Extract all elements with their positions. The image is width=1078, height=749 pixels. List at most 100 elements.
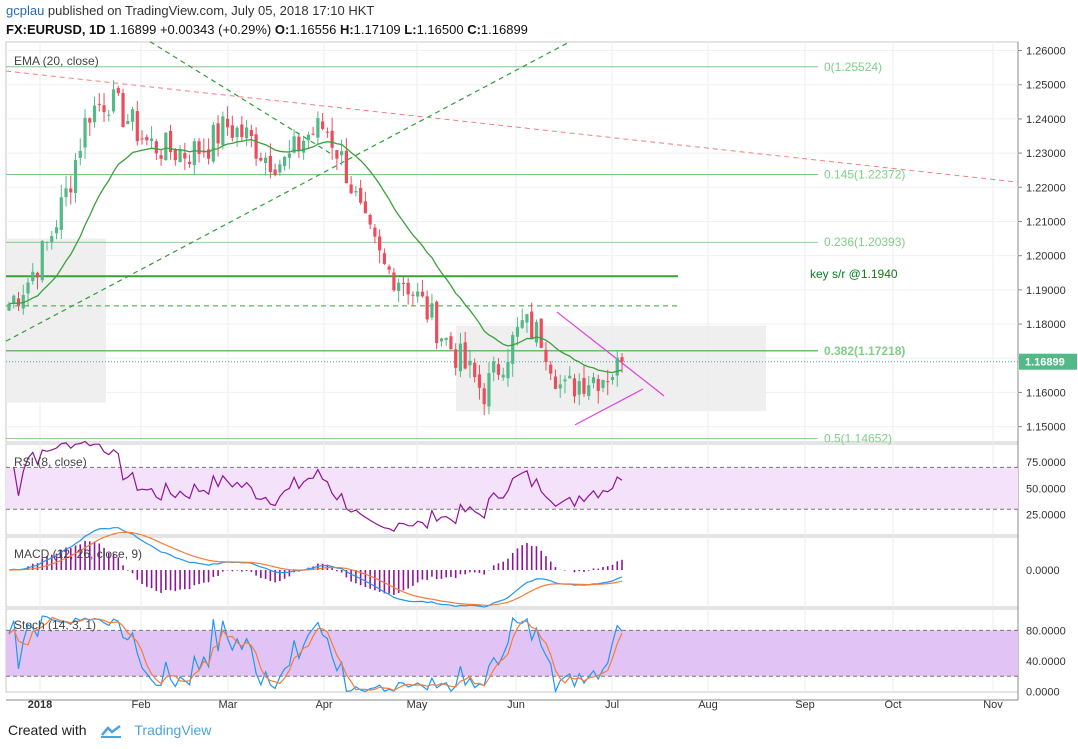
price-tick-label: 1.19000 — [1026, 285, 1066, 297]
candle-body — [254, 134, 258, 159]
candle-body — [206, 149, 211, 159]
candle-body — [558, 384, 562, 389]
candle-body — [501, 374, 505, 378]
macd-line — [8, 527, 623, 608]
open-value: 1.16556 — [289, 22, 337, 37]
stoch-band — [6, 630, 1018, 677]
pane-labels: EMA (20, close) RSI (8, close) MACD (12, 2… — [14, 54, 142, 632]
publish-text: published on TradingView.com, July 05, 2… — [44, 3, 375, 18]
candle-body — [354, 191, 358, 193]
candle-body — [534, 321, 539, 343]
candle-body — [59, 197, 63, 230]
candle-body — [126, 121, 130, 124]
trend-lines — [5, 41, 1019, 426]
candle-body — [430, 303, 434, 318]
fib-levels: 0(1.25524) 0.145(1.22372) 0.236(1.20393) 0.… — [6, 60, 1018, 446]
author-link[interactable]: gcplau — [6, 3, 45, 18]
candle-body — [316, 118, 320, 138]
candle-body — [368, 215, 372, 225]
candle-body — [335, 150, 339, 159]
candle-body — [168, 130, 173, 153]
candle-body — [568, 375, 572, 379]
month-label: 2018 — [28, 699, 52, 711]
candles — [7, 80, 624, 415]
price-tick-label: 1.21000 — [1026, 216, 1066, 228]
candle-body — [192, 141, 196, 166]
candle-body — [178, 150, 182, 163]
candle-body — [211, 124, 215, 162]
fib-label: 0.145(1.22372) — [824, 168, 905, 182]
candle-body — [283, 156, 287, 167]
candle-body — [344, 150, 348, 184]
candle-body — [130, 109, 135, 122]
axes: 2018 Feb Mar Apr May Jun Jul Aug Sep Oct Nov 1.2600… — [28, 46, 1077, 711]
last-price: 1.16899 — [109, 22, 157, 37]
candle-body — [406, 282, 410, 295]
candle-body — [544, 349, 548, 363]
candle-body — [183, 152, 187, 159]
month-label: Jul — [605, 699, 619, 711]
candle-body — [45, 241, 49, 243]
candle-body — [259, 157, 263, 161]
candle-body — [221, 116, 225, 145]
price-tick-label: 1.15000 — [1026, 422, 1066, 434]
candle-body — [187, 161, 192, 165]
candle-body — [435, 301, 439, 344]
candle-body — [330, 130, 334, 148]
month-label: Oct — [884, 699, 901, 711]
stoch-pane — [6, 615, 1018, 694]
candle-body — [197, 141, 201, 154]
candle-body — [92, 105, 97, 123]
candle-body — [382, 253, 387, 264]
candle-body — [392, 272, 396, 291]
candle-body — [145, 136, 149, 141]
candle-body — [273, 169, 277, 176]
candle-body — [620, 357, 624, 362]
candle-body — [401, 282, 406, 284]
candle-body — [321, 121, 325, 129]
tradingview-link[interactable]: TradingView — [134, 722, 212, 738]
candle-body — [539, 318, 543, 348]
price-tick-label: 1.24000 — [1026, 114, 1066, 126]
candle-body — [378, 236, 382, 251]
key-level-annotation: key s/r @1.1940 — [810, 267, 898, 281]
candle-body — [159, 155, 163, 159]
rsi-tick-label: 25.0000 — [1026, 509, 1066, 521]
candle-body — [596, 378, 600, 391]
candle-body — [454, 349, 458, 368]
candle-body — [88, 118, 92, 123]
symbol-name: FX:EURUSD, 1D — [6, 22, 106, 37]
candle-body — [164, 132, 168, 160]
rsi-label: RSI (8, close) — [14, 455, 87, 469]
candle-body — [359, 187, 363, 203]
candle-body — [31, 271, 35, 281]
ema-20-line — [8, 139, 623, 374]
price-tick-label: 1.22000 — [1026, 182, 1066, 194]
candle-body — [40, 240, 44, 281]
month-label: Jun — [507, 699, 525, 711]
candle-body — [468, 360, 472, 366]
candle-body — [387, 266, 391, 270]
candle-body — [473, 362, 477, 378]
signal-line — [8, 531, 623, 606]
price-tick-label: 1.16000 — [1026, 387, 1066, 399]
stoch-tick-label: 40.0000 — [1026, 656, 1066, 668]
triangle-lower — [574, 388, 644, 426]
candle-body — [520, 320, 524, 328]
macd-label: MACD (12, 26, close, 9) — [14, 547, 142, 561]
candle-body — [173, 149, 177, 161]
candle-body — [73, 159, 78, 194]
descending-trendline — [149, 41, 331, 154]
candle-body — [492, 361, 496, 373]
candle-body — [50, 236, 54, 243]
created-with: Created with — [8, 722, 87, 738]
rsi-tick-label: 50.0000 — [1026, 483, 1066, 495]
candle-body — [230, 125, 234, 138]
candle-body — [606, 381, 610, 383]
candle-body — [444, 337, 448, 340]
candle-body — [572, 378, 577, 397]
month-label: Sep — [795, 699, 815, 711]
pane-frame — [5, 536, 1019, 608]
high-value: 1.17109 — [353, 22, 401, 37]
